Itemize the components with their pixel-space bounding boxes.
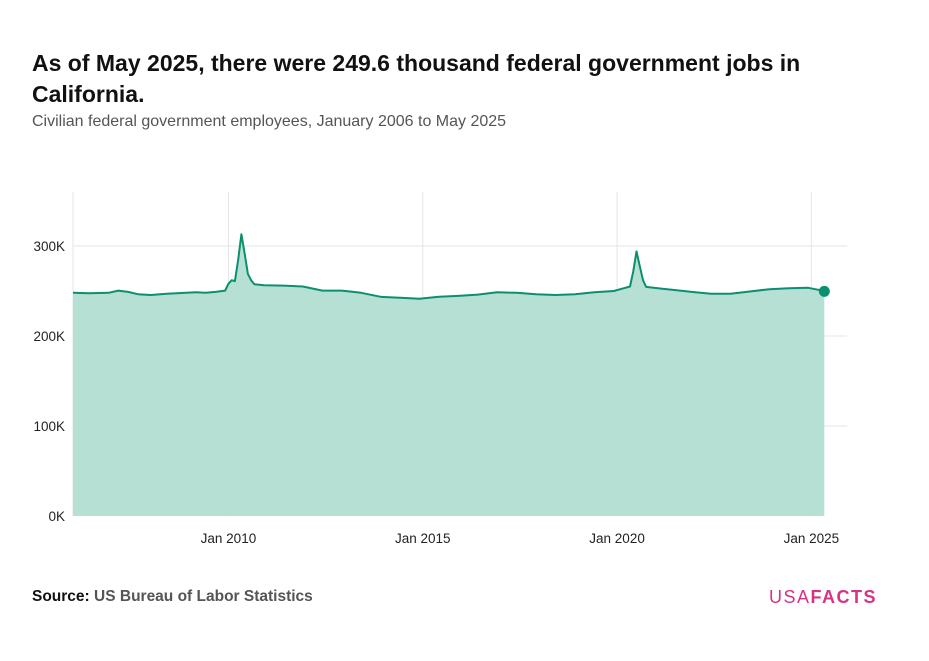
source-text: US Bureau of Labor Statistics (94, 588, 313, 605)
series-line (72, 233, 825, 300)
source-note: Source: US Bureau of Labor Statistics (32, 588, 313, 606)
source-label: Source: (32, 588, 90, 605)
x-tick-label: Jan 2015 (395, 531, 451, 546)
x-tick-label: Jan 2010 (201, 531, 257, 546)
series-area (73, 234, 825, 517)
logo-facts: FACTS (810, 587, 877, 607)
x-tick-label: Jan 2020 (589, 531, 645, 546)
last-point-marker (818, 285, 830, 297)
x-tick-label: Jan 2025 (784, 531, 840, 546)
chart-title: As of May 2025, there were 249.6 thousan… (32, 50, 801, 107)
y-tick-label: 300K (33, 239, 65, 254)
y-tick-label: 200K (33, 329, 65, 344)
usafacts-logo[interactable]: USAFACTS (769, 587, 877, 608)
logo-usa: USA (768, 587, 811, 607)
chart-subtitle: Civilian federal government employees, J… (32, 113, 507, 130)
y-tick-label: 100K (33, 419, 65, 434)
y-tick-label: 0K (48, 509, 65, 524)
area-chart: 0K 100K 200K 300K Jan 2010 Jan 2015 Jan 2020 Ja… (33, 192, 847, 546)
